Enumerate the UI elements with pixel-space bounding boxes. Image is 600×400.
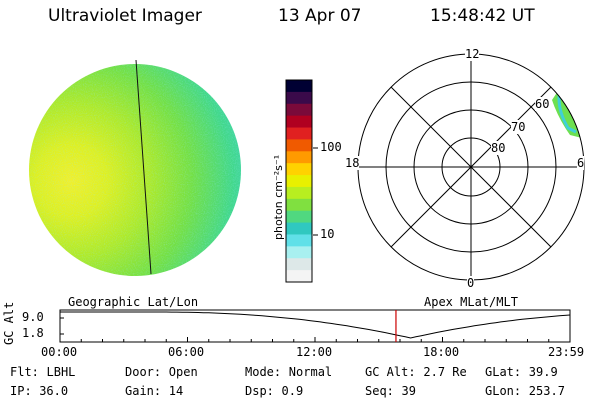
colorbar-swatch [286, 103, 312, 117]
timeline-plot [59, 309, 571, 343]
colorbar-unit-label: photon cm⁻²s⁻¹ [272, 154, 285, 240]
colorbar-swatch [286, 198, 312, 212]
date-label: 13 Apr 07 [278, 6, 362, 26]
timeline-ytick-1-8: 1.8 [22, 326, 44, 340]
colorbar-swatch [286, 127, 312, 140]
colorbar-swatch [286, 234, 312, 247]
instrument-title: Ultraviolet Imager [48, 6, 202, 26]
status-value: 39.9 [528, 365, 558, 379]
altitude-curve [60, 311, 571, 339]
colorbar-frame [285, 79, 313, 283]
colorbar-swatch [286, 175, 312, 188]
timeline-left-title: Geographic Lat/Lon [68, 295, 199, 309]
timeline-xtick-0600: 06:00 [168, 345, 205, 359]
status-value: Normal [288, 365, 333, 379]
status-key: Flt: [10, 365, 39, 379]
timeline-ytick-9: 9.0 [22, 310, 44, 324]
colorbar-swatch [286, 270, 312, 283]
lat-label-80: 80 [491, 141, 506, 155]
status-key: GLon: [485, 384, 522, 398]
colorbar-swatch [286, 163, 312, 176]
colorbar-swatch [286, 91, 312, 105]
polar-diagonal-2 [390, 86, 552, 248]
mlt-label-6: 6 [577, 156, 585, 170]
status-key: Gain: [125, 384, 162, 398]
status-value: 2.7 Re [423, 365, 467, 379]
status-key: Seq: [365, 384, 394, 398]
timeline-axis-label: GC Alt [2, 301, 16, 345]
timeline-xtick-2359: 23:59 [548, 345, 585, 359]
status-value: 0.9 [281, 384, 304, 398]
status-key: GLat: [485, 365, 522, 379]
colorbar-swatch [286, 139, 312, 152]
status-key: GC Alt: [365, 365, 416, 379]
colorbar-swatch [286, 210, 312, 224]
status-value: Open [168, 365, 198, 379]
colorbar-label-10: 10 [320, 227, 335, 241]
time-label: 15:48:42 UT [430, 6, 535, 26]
colorbar-swatch [286, 222, 312, 235]
timeline-x-ticks [59, 337, 571, 342]
status-value: LBHL [46, 365, 76, 379]
colorbar-swatch [286, 186, 312, 200]
status-key: IP: [10, 384, 32, 398]
colorbar [285, 79, 313, 283]
colorbar-label-100: 100 [320, 140, 342, 154]
colorbar-swatch [286, 115, 312, 129]
auroral-oval-patch [552, 85, 584, 140]
colorbar-swatch [286, 151, 312, 164]
lat-label-60: 60 [535, 97, 550, 111]
timeline-xtick-0000: 00:00 [41, 345, 78, 359]
status-key: Dsp: [245, 384, 274, 398]
timeline-right-title: Apex MLat/MLT [424, 295, 518, 309]
colorbar-swatch [286, 246, 312, 259]
mlt-label-12: 12 [465, 47, 480, 61]
colorbar-swatch [286, 80, 312, 93]
status-value: 253.7 [528, 384, 565, 398]
status-value: 36.0 [39, 384, 69, 398]
status-key: Mode: [245, 365, 282, 379]
status-key: Door: [125, 365, 162, 379]
mlt-label-18: 18 [345, 156, 360, 170]
timeline-xtick-1200: 12:00 [296, 345, 333, 359]
polar-plot [357, 53, 585, 281]
status-value: 39 [401, 384, 416, 398]
earth-uv-image [29, 59, 241, 276]
mlt-label-0: 0 [467, 276, 475, 290]
terminator-line [135, 59, 152, 275]
lat-label-70: 70 [511, 120, 526, 134]
timeline-xtick-1800: 18:00 [423, 345, 460, 359]
colorbar-swatch [286, 258, 312, 271]
status-value: 14 [168, 384, 184, 398]
